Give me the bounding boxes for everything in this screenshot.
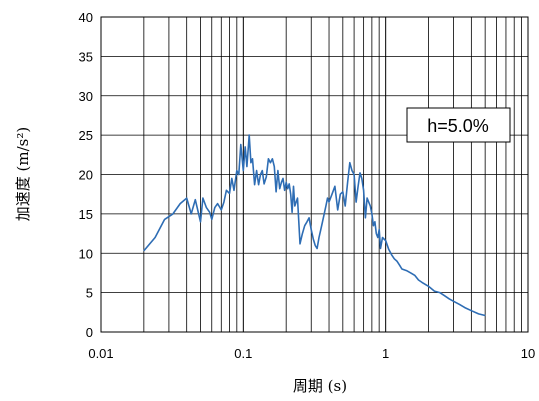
series-line <box>143 134 486 317</box>
y-tick-label: 5 <box>86 286 93 301</box>
y-tick-label: 35 <box>79 49 93 64</box>
y-tick-label: 15 <box>79 207 93 222</box>
x-tick-label: 0.01 <box>88 346 113 361</box>
y-tick-label: 30 <box>79 89 93 104</box>
y-axis-title: 加速度 (m/s²) <box>14 127 32 221</box>
annotation-label: h=5.0% <box>427 116 489 136</box>
annotation-frame <box>406 107 511 143</box>
x-axis-title: 周期 (s) <box>293 377 347 395</box>
plot-frame <box>100 16 529 333</box>
tick-labels: 0 5 10 15 20 25 30 35 40 0.01 0.1 1 10 <box>79 10 536 361</box>
y-tick-label: 10 <box>79 246 93 261</box>
x-tick-label: 10 <box>521 346 535 361</box>
x-tick-label: 0.1 <box>234 346 252 361</box>
x-tick-label: 1 <box>382 346 389 361</box>
annotation-box: h=5.0% <box>406 107 511 143</box>
y-tick-label: 0 <box>86 325 93 340</box>
y-tick-label: 40 <box>79 10 93 25</box>
y-tick-label: 20 <box>79 168 93 183</box>
series-group <box>143 134 486 317</box>
y-tick-label: 25 <box>79 128 93 143</box>
